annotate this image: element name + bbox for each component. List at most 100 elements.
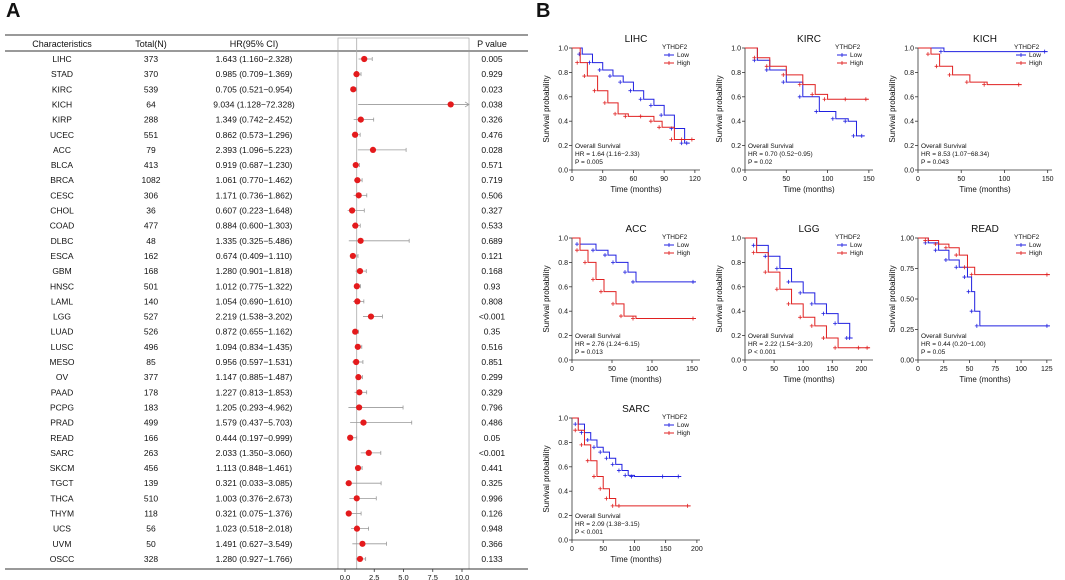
row-label: COAD (50, 221, 75, 231)
km-censor-mark (616, 503, 621, 508)
km-legend-title: YTHDF2 (1014, 234, 1040, 241)
km-legend-title: YTHDF2 (662, 414, 688, 421)
row-total: 370 (144, 69, 158, 79)
row-total: 178 (144, 387, 158, 397)
km-x-tick-label: 50 (608, 366, 616, 373)
row-total: 50 (146, 539, 156, 549)
km-censor-mark (689, 137, 694, 142)
row-label: LUAD (51, 327, 74, 337)
km-censor-mark (821, 336, 826, 341)
hr-point (352, 161, 359, 169)
row-total: 501 (144, 281, 158, 291)
hr-point (365, 449, 372, 456)
km-censor-mark (591, 277, 595, 282)
km-censor-mark (575, 60, 580, 65)
row-hr-ci: 9.034 (1.128−72.328) (213, 99, 295, 109)
km-censor-mark (684, 141, 689, 146)
km-y-tick-label: 0.2 (904, 143, 914, 150)
km-curve-high (745, 237, 871, 349)
km-y-tick-label: 0.6 (558, 464, 568, 471)
km-x-tick-label: 125 (1041, 366, 1053, 373)
km-censor-mark (679, 137, 684, 142)
km-y-tick-label: 0.2 (558, 333, 568, 340)
row-hr-ci: 0.321 (0.075−1.376) (216, 509, 293, 519)
row-pvalue: 0.93 (484, 281, 501, 291)
km-y-tick-label: 0.0 (731, 168, 741, 175)
km-x-tick-label: 200 (691, 546, 703, 553)
km-censor-mark (598, 486, 603, 491)
km-annotation: P = 0.02 (748, 159, 773, 166)
km-censor-mark (847, 336, 852, 341)
x-tick-label: 10.0 (455, 573, 470, 580)
row-total: 527 (144, 312, 158, 322)
row-total: 499 (144, 418, 158, 428)
hr-point (447, 101, 454, 108)
km-censor-mark (797, 82, 802, 87)
km-annotation: HR = 0.70 (0.52−0.95) (748, 151, 813, 158)
km-y-axis-title: Survival probability (542, 75, 551, 142)
km-censor-mark (575, 242, 579, 247)
km-censor-mark (786, 301, 791, 306)
forest-plot: Characteristics Total(N) HR(95% CI) P value… (5, 34, 528, 580)
row-total: 139 (144, 478, 158, 488)
row-total: 168 (144, 266, 158, 276)
km-x-axis-title: Time (months) (959, 375, 1011, 384)
hr-point (355, 404, 363, 411)
km-censor-mark (603, 253, 607, 258)
km-legend-title: YTHDF2 (662, 234, 688, 241)
km-plot-kirc: KIRC 0.0 0.2 0.4 0.6 0.8 1.0 0 50 100 150 Time (mon… (715, 34, 875, 194)
row-pvalue: 0.516 (481, 342, 503, 352)
km-censor-mark (631, 279, 635, 284)
km-annotation: HR = 2.76 (1.24−6.15) (575, 341, 640, 348)
km-censor-mark (974, 323, 979, 328)
km-x-tick-label: 100 (629, 546, 641, 553)
row-hr-ci: 0.674 (0.409−1.110) (216, 251, 292, 261)
hr-point (369, 146, 377, 153)
row-total: 288 (144, 115, 158, 125)
km-x-tick-label: 50 (770, 366, 778, 373)
km-censor-mark (592, 88, 597, 93)
km-censor-mark (691, 279, 695, 284)
hr-point (361, 55, 368, 63)
km-curve-high (745, 47, 869, 100)
km-censor-mark (798, 290, 803, 295)
km-censor-mark (859, 133, 864, 138)
row-label: BRCA (50, 175, 74, 185)
km-x-axis-title: Time (months) (610, 555, 662, 564)
km-x-axis-title: Time (months) (610, 185, 662, 194)
row-hr-ci: 0.985 (0.709−1.369) (216, 69, 293, 79)
km-censor-mark (969, 309, 974, 314)
km-censor-mark (623, 473, 628, 478)
hr-point (353, 525, 361, 532)
km-plot-lgg: LGG 0.0 0.2 0.4 0.6 0.8 1.0 0 50 100 150 200 Time (m… (715, 224, 873, 384)
row-pvalue: 0.028 (481, 145, 503, 155)
km-y-tick-label: 0.6 (558, 284, 568, 291)
km-legend-label: High (677, 60, 691, 67)
km-censor-mark (648, 103, 653, 108)
row-label: UCS (53, 524, 71, 534)
row-total: 183 (144, 402, 158, 412)
row-pvalue: 0.719 (481, 175, 503, 185)
row-label: OV (56, 372, 69, 382)
hr-point (360, 419, 367, 426)
km-censor-mark (616, 468, 621, 473)
km-legend-marker (667, 431, 671, 435)
km-plot-acc: ACC 0.0 0.2 0.4 0.6 0.8 1.0 0 50 100 150 Time (mont… (542, 224, 700, 384)
row-total: 79 (146, 145, 156, 155)
km-annotation: P < 0.001 (575, 529, 603, 536)
km-censor-mark (685, 503, 690, 508)
km-curve-low (572, 417, 682, 478)
km-annotation: P = 0.043 (921, 159, 949, 166)
row-hr-ci: 2.219 (1.538−3.202) (216, 312, 293, 322)
km-censor-mark (604, 496, 609, 501)
row-pvalue: 0.808 (481, 296, 503, 306)
row-total: 118 (144, 509, 158, 519)
km-legend-marker (1019, 243, 1023, 247)
km-y-axis-title: Survival probability (888, 75, 897, 142)
km-y-tick-label: 0.50 (900, 297, 914, 304)
km-censor-mark (933, 248, 938, 253)
row-label: BLCA (51, 160, 74, 170)
km-censor-mark (966, 289, 971, 294)
km-x-axis-title: Time (months) (783, 375, 835, 384)
km-annotation: HR = 2.22 (1.54−3.20) (748, 341, 813, 348)
